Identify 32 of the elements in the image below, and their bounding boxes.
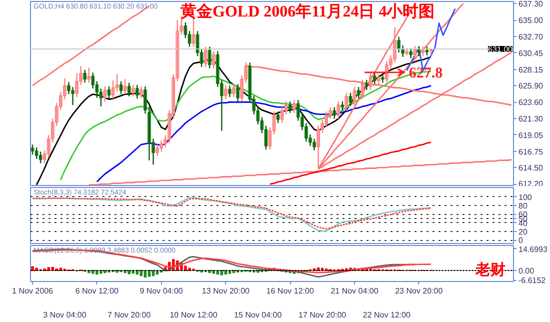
x-tick-label: 10 Nov 12:00: [170, 310, 218, 320]
x-tick-label: 17 Nov 20:00: [298, 310, 347, 320]
y-tick-label: 100: [518, 192, 532, 202]
x-tick-label: 21 Nov 04:00: [330, 286, 379, 296]
ref-line-label: 631.00: [488, 44, 514, 54]
y-tick-label: -6.6152: [518, 276, 546, 286]
x-tick-label: 7 Nov 20:00: [108, 310, 152, 320]
y-tick-label: 20: [518, 227, 528, 236]
y-tick-label: 637.30: [518, 0, 544, 9]
y-tick-label: 0: [518, 236, 524, 246]
y-tick-label: 621.30: [518, 114, 544, 124]
y-tick-label: 630.45: [518, 48, 544, 58]
x-tick-label: 15 Nov 04:00: [234, 310, 282, 320]
x-tick-label: 13 Nov 20:00: [202, 286, 250, 296]
x-tick-label: 16 Nov 12:00: [266, 286, 314, 296]
y-tick-label: 635.00: [518, 16, 544, 26]
x-tick-label: 3 Nov 04:00: [43, 310, 87, 320]
y-tick-label: 616.75: [518, 147, 544, 156]
x-tick-label: 6 Nov 12:00: [75, 286, 120, 296]
y-tick-label: 623.60: [518, 98, 544, 108]
x-tick-label: 23 Nov 20:00: [395, 286, 444, 296]
y-tick-label: 614.50: [518, 164, 544, 173]
y-tick-label: 619.05: [518, 130, 544, 140]
y-tick-label: 80: [518, 202, 528, 211]
y-tick-label: 0.00: [518, 266, 535, 276]
y-tick-label: 625.90: [518, 82, 544, 91]
x-tick-label: 9 Nov 04:00: [140, 286, 184, 296]
y-tick-label: 632.70: [518, 32, 544, 42]
x-tick-label: 22 Nov 12:00: [362, 310, 412, 320]
y-tick-label: 14.6993: [518, 244, 548, 254]
y-tick-label: 628.15: [518, 65, 544, 74]
x-tick-label: 1 Nov 2006: [12, 286, 54, 296]
